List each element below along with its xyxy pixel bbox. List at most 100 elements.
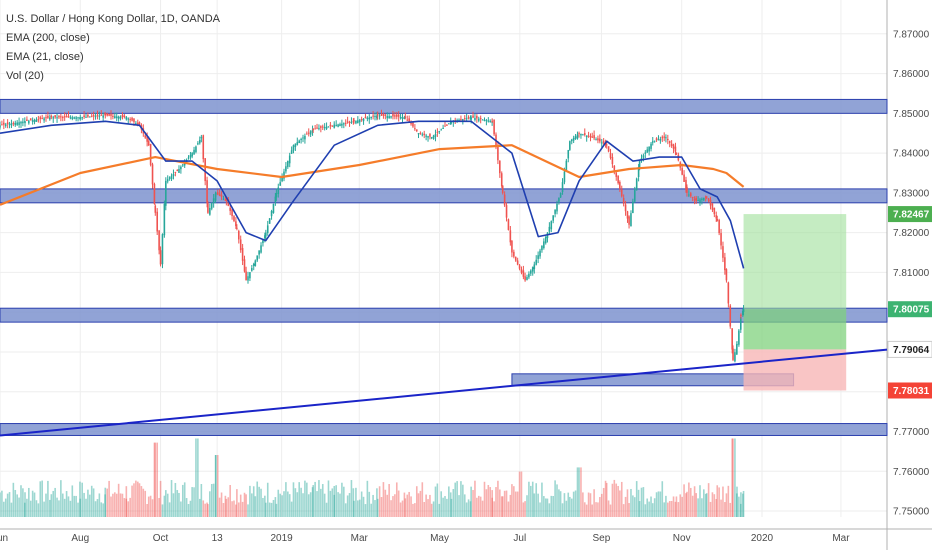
y-tick-label: 7.77000 <box>893 427 930 438</box>
candle-body <box>493 119 495 135</box>
candle-body <box>73 117 76 119</box>
volume-bar <box>742 490 745 517</box>
volume-bar <box>39 481 42 517</box>
candle-body <box>582 134 584 136</box>
volume-bar <box>14 489 17 517</box>
candle-body <box>378 115 381 117</box>
volume-bar <box>681 496 683 517</box>
volume-bar <box>485 489 488 517</box>
volume-bar <box>58 500 60 517</box>
candle-body <box>325 126 328 129</box>
candle-body <box>61 117 64 119</box>
candle-body <box>115 116 118 118</box>
volume-bar <box>262 497 264 517</box>
volume-bar <box>685 493 687 517</box>
volume-bar <box>597 502 599 517</box>
volume-bar <box>147 496 150 517</box>
candle-body <box>300 139 302 141</box>
volume-bar <box>648 501 650 517</box>
candle-body <box>63 116 66 118</box>
price-tag-current <box>888 301 932 318</box>
volume-bar <box>260 488 262 517</box>
volume-bar <box>312 485 315 517</box>
volume-bar <box>121 493 124 517</box>
volume-bar <box>543 496 545 517</box>
volume-bar <box>421 482 424 517</box>
volume-bar <box>202 500 205 517</box>
candle-body <box>272 203 275 213</box>
volume-bar <box>410 496 412 517</box>
volume-bar <box>528 481 530 517</box>
candle-body <box>178 169 180 173</box>
candle-body <box>613 165 616 171</box>
candle-body <box>454 119 457 121</box>
price-tag-text: 7.78031 <box>893 386 930 397</box>
volume-bar <box>505 490 508 517</box>
volume-bar <box>725 493 728 517</box>
candle-body <box>83 115 85 118</box>
candle-body <box>507 219 510 230</box>
volume-bar <box>693 486 696 517</box>
candle-body <box>149 143 152 165</box>
volume-bar <box>479 496 482 517</box>
candle-body <box>561 182 564 192</box>
volume-bar <box>600 493 603 517</box>
candle-body <box>0 125 1 128</box>
volume-bar <box>637 489 640 517</box>
candle-body <box>114 116 116 118</box>
candle-body <box>483 119 486 121</box>
candle-body <box>79 117 82 120</box>
volume-bar <box>727 485 730 517</box>
candle-body <box>505 205 508 218</box>
volume-bar <box>619 490 621 517</box>
volume-bar <box>438 503 441 517</box>
volume-bar <box>96 499 99 517</box>
volume-bar <box>384 489 387 517</box>
candle-body <box>290 150 293 154</box>
volume-bar <box>554 480 556 517</box>
volume-bar <box>595 502 597 517</box>
volume-bar <box>414 503 416 517</box>
candle-body <box>275 192 278 198</box>
candle-body <box>67 115 70 118</box>
candle-body <box>71 117 74 119</box>
candle-body <box>720 233 722 246</box>
candle-body <box>727 282 730 304</box>
volume-bar <box>364 504 367 517</box>
volume-bar <box>33 492 36 517</box>
candle-body <box>159 250 162 265</box>
volume-bar <box>530 485 532 517</box>
candle-body <box>270 211 273 217</box>
volume-bar <box>69 500 72 517</box>
volume-bar <box>239 494 242 517</box>
volume-bar <box>274 497 277 517</box>
candle-body <box>355 120 357 124</box>
volume-bar <box>561 503 564 517</box>
volume-bar <box>701 498 703 517</box>
volume-bar <box>176 490 179 517</box>
volume-bar <box>314 481 316 517</box>
candle-body <box>26 119 28 122</box>
volume-bar <box>589 493 592 517</box>
volume-bar <box>104 487 107 517</box>
volume-bar <box>458 495 460 517</box>
candle-body <box>224 199 227 201</box>
volume-bar <box>249 485 251 517</box>
volume-bar <box>65 491 68 517</box>
candle-body <box>353 120 355 122</box>
volume-bar <box>149 495 152 517</box>
candle-body <box>195 146 197 153</box>
candle-body <box>659 138 662 141</box>
candle-body <box>318 128 320 130</box>
candle-body <box>503 194 506 206</box>
candle-body <box>595 139 597 141</box>
ema200-line <box>0 144 745 206</box>
volume-bar <box>193 487 195 517</box>
volume-bar <box>672 496 675 517</box>
candle-body <box>476 115 478 119</box>
candle-body <box>544 236 547 244</box>
volume-bar <box>350 480 353 517</box>
candle-body <box>268 218 271 224</box>
volume-bar <box>434 486 437 517</box>
